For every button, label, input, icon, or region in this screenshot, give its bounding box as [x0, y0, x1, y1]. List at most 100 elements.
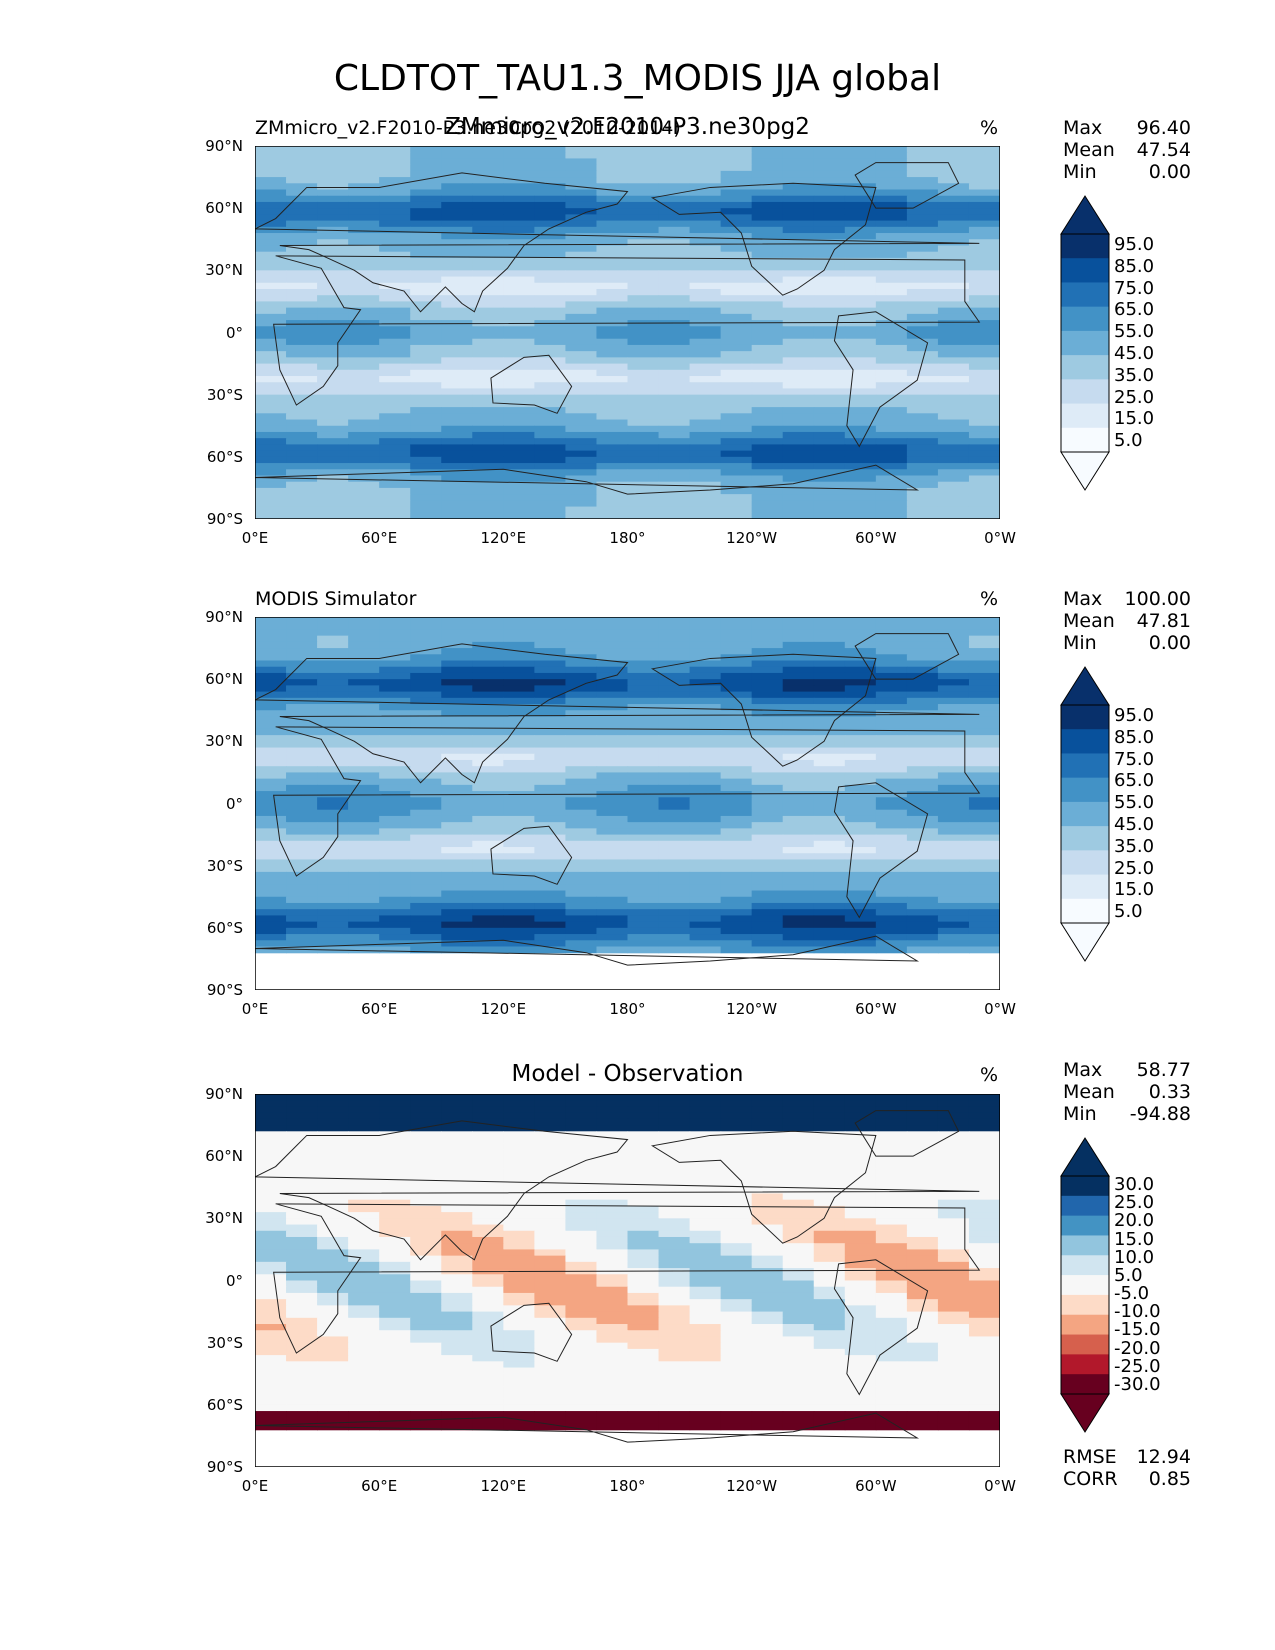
contour-cell — [503, 481, 535, 489]
contour-cell — [782, 672, 815, 680]
contour-cell — [410, 1224, 442, 1232]
contour-cell — [627, 1199, 660, 1207]
contour-cell — [317, 146, 349, 153]
contour-cell — [348, 1299, 380, 1306]
contour-cell — [596, 685, 629, 693]
contour-cell — [720, 772, 753, 780]
coastline — [255, 172, 980, 313]
contour-cell — [720, 1181, 753, 1188]
contour-cell — [844, 828, 877, 836]
contour-cell — [472, 506, 504, 514]
contour-cell — [968, 475, 1000, 483]
contour-cell — [937, 1230, 970, 1238]
contour-cell — [596, 1249, 629, 1257]
contour-cell — [286, 784, 318, 792]
contour-cell — [534, 481, 567, 489]
contour-cell — [906, 1355, 939, 1362]
contour-cell — [503, 363, 535, 371]
contour-cell — [937, 450, 970, 458]
contour-cell — [906, 257, 939, 265]
contour-cell — [782, 357, 815, 365]
contour-cell — [627, 444, 660, 452]
contour-cell — [782, 697, 815, 705]
contour-cell — [782, 1342, 815, 1350]
contour-cell — [937, 425, 970, 433]
contour-cell — [782, 419, 815, 427]
contour-cell — [844, 753, 877, 761]
contour-cell — [596, 282, 629, 290]
contour-cell — [906, 691, 939, 699]
contour-cell — [968, 1342, 1000, 1350]
contour-cell — [937, 1342, 970, 1350]
contour-cell — [689, 853, 722, 861]
panel-left-title: ZMmicro_v2.F2010-P3.ne30pg2 (2010-2014) — [255, 117, 681, 139]
contour-cell — [348, 1106, 380, 1114]
contour-cell — [813, 332, 846, 340]
contour-cell — [441, 934, 473, 941]
contour-cell — [968, 1317, 1000, 1325]
contour-cell — [782, 208, 815, 215]
contour-cell — [937, 784, 970, 792]
contour-cell — [286, 859, 318, 867]
contour-cell — [472, 847, 504, 854]
contour-cell — [937, 214, 970, 222]
contour-cell — [782, 1355, 815, 1362]
contour-cell — [782, 728, 815, 736]
contour-cell — [503, 220, 535, 228]
contour-cell — [410, 617, 442, 624]
contour-cell — [627, 425, 660, 433]
contour-cell — [348, 1355, 380, 1362]
contour-cell — [875, 201, 908, 209]
contour-cell — [441, 506, 473, 514]
contour-cell — [472, 1311, 504, 1319]
contour-cell — [534, 722, 567, 730]
contour-cell — [782, 1112, 815, 1120]
contour-cell — [627, 672, 660, 680]
contour-cell — [844, 494, 877, 501]
contour-cell — [813, 797, 846, 805]
contour-cell — [565, 270, 598, 278]
contour-cell — [906, 1100, 939, 1108]
contour-cell — [968, 1174, 1000, 1182]
colorbar-segment — [1061, 826, 1109, 851]
contour-cell — [937, 1367, 970, 1375]
contour-cell — [968, 1162, 1000, 1170]
contour-cell — [906, 735, 939, 742]
contour-cell — [751, 672, 784, 680]
contour-cell — [317, 444, 349, 452]
contour-cell — [379, 1181, 411, 1188]
contour-cell — [720, 444, 753, 452]
contour-cell — [782, 1094, 815, 1101]
contour-cell — [472, 214, 504, 222]
contour-cell — [937, 834, 970, 842]
contour-cell — [968, 1187, 1000, 1195]
contour-cell — [782, 1261, 815, 1269]
contour-cell — [441, 195, 473, 203]
contour-cell — [410, 158, 442, 166]
contour-cell — [379, 494, 411, 501]
contour-cell — [720, 245, 753, 253]
contour-cell — [503, 295, 535, 303]
contour-cell — [937, 1299, 970, 1306]
contour-cell — [503, 1317, 535, 1325]
contour-cell — [534, 226, 567, 234]
colorbar-tick-label: -20.0 — [1114, 1337, 1161, 1359]
contour-cell — [937, 753, 970, 761]
contour-cell — [286, 847, 318, 854]
contour-cell — [844, 635, 877, 643]
contour-cell — [844, 1149, 877, 1157]
contour-cell — [782, 1274, 815, 1282]
contour-cell — [317, 1199, 349, 1207]
contour-cell — [534, 475, 567, 483]
contour-cell — [689, 871, 722, 879]
contour-cell — [751, 245, 784, 253]
contour-cell — [720, 741, 753, 749]
contour-cell — [379, 865, 411, 873]
contour-cell — [565, 1205, 598, 1213]
contour-cell — [658, 264, 691, 271]
contour-cell — [782, 307, 815, 315]
contour-cell — [379, 896, 411, 904]
contour-cell — [441, 257, 473, 265]
colorbar-segment — [1061, 1314, 1109, 1336]
contour-cell — [472, 220, 504, 228]
